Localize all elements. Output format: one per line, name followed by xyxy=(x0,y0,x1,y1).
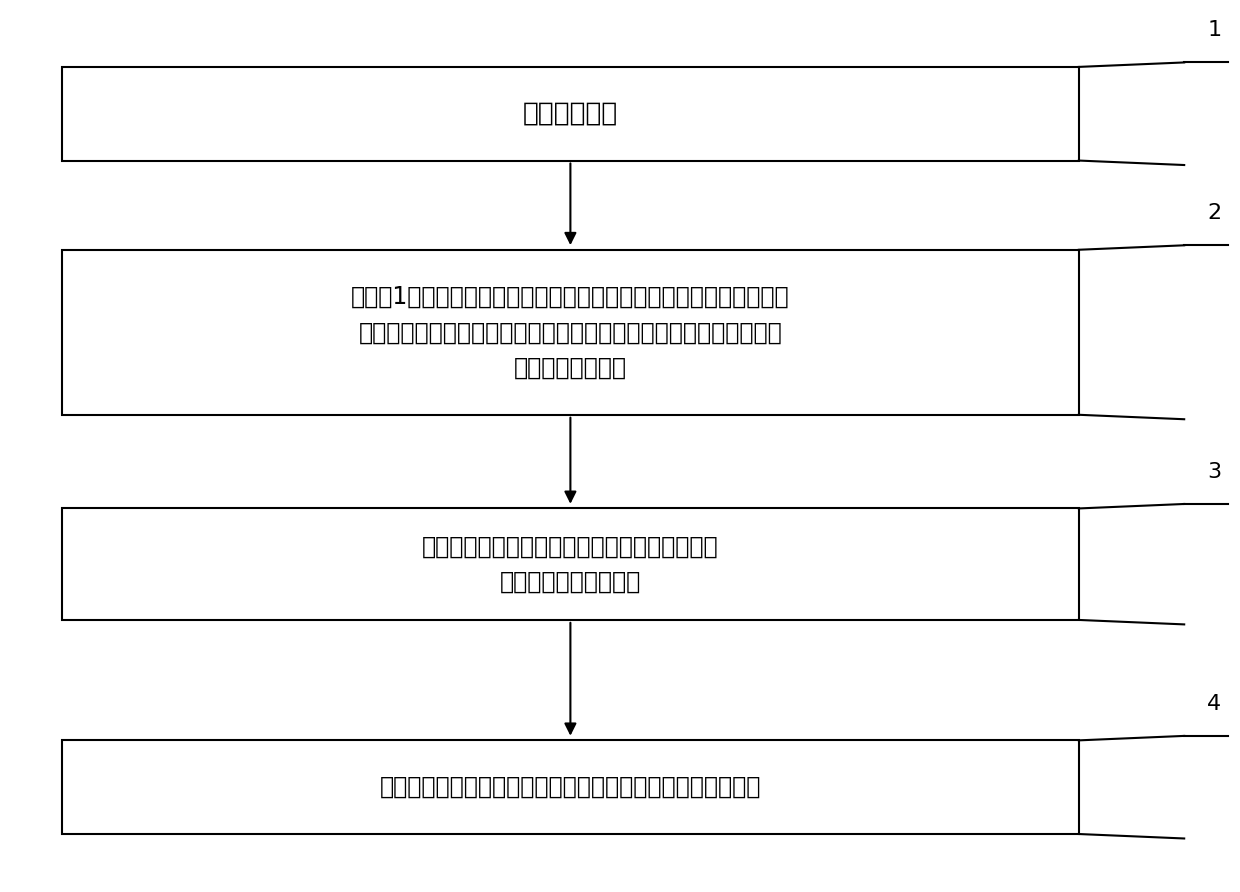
Text: 根据待测的压差信号的坐标位置识别待测的气液两相流的流型: 根据待测的压差信号的坐标位置识别待测的气液两相流的流型 xyxy=(379,775,761,799)
Text: 1: 1 xyxy=(1208,21,1221,40)
Text: 获取待测的压差信号，并计算出待测的压差信号
在流型图中的坐标位置: 获取待测的压差信号，并计算出待测的压差信号 在流型图中的坐标位置 xyxy=(422,534,719,594)
FancyBboxPatch shape xyxy=(62,508,1079,620)
Text: 获取测量数据: 获取测量数据 xyxy=(523,101,618,127)
FancyBboxPatch shape xyxy=(62,250,1079,415)
Text: 3: 3 xyxy=(1208,462,1221,482)
Text: 2: 2 xyxy=(1208,203,1221,223)
FancyBboxPatch shape xyxy=(62,67,1079,161)
FancyBboxPatch shape xyxy=(62,740,1079,834)
Text: 对步骤1中每组测量数据的压差信号进行处理得到压差信号的时频熵，
并根据每组测量数据的气液两相流的流型、时频熵、气液两相流的特
征参数构造流型图: 对步骤1中每组测量数据的压差信号进行处理得到压差信号的时频熵， 并根据每组测量数… xyxy=(351,285,790,380)
Text: 4: 4 xyxy=(1208,694,1221,714)
